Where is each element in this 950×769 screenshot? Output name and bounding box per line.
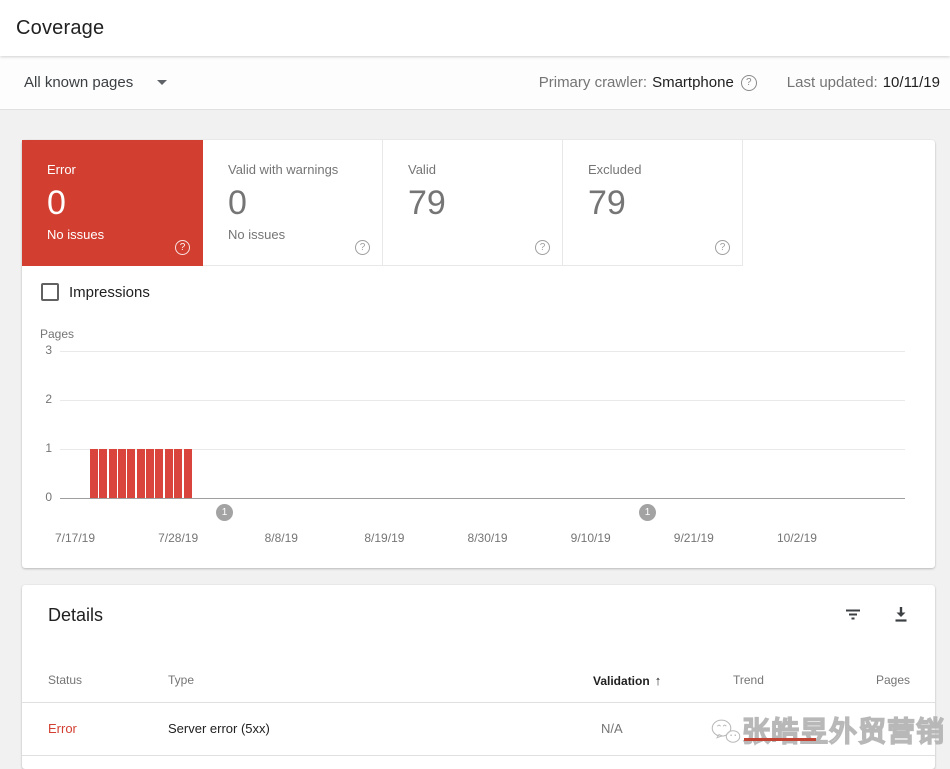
chart-bar: [118, 449, 127, 498]
impressions-toggle[interactable]: Impressions: [41, 283, 150, 301]
summary-tile-valid[interactable]: Valid 79?: [383, 140, 563, 266]
primary-crawler-label: Primary crawler:: [538, 74, 648, 91]
column-header-label: Type: [168, 673, 195, 687]
y-axis-title: Pages: [40, 327, 75, 341]
y-tick-label: 0: [45, 490, 52, 504]
impressions-label: Impressions: [69, 283, 150, 301]
column-header-status[interactable]: Status: [48, 673, 82, 687]
tile-value: 0: [228, 184, 247, 222]
help-icon[interactable]: ?: [715, 240, 730, 255]
help-icon[interactable]: ?: [740, 74, 757, 91]
annotation-marker[interactable]: 1: [216, 504, 233, 521]
tile-subtext: No issues: [47, 227, 105, 242]
page-header: Coverage: [0, 0, 950, 56]
help-icon[interactable]: ?: [175, 240, 190, 255]
x-tick-label: 8/19/19: [364, 531, 405, 545]
tile-value: 79: [408, 184, 446, 222]
chart-bar: [155, 449, 164, 498]
chart-bar: [127, 449, 136, 498]
table-divider: [22, 755, 935, 756]
download-icon[interactable]: [892, 605, 910, 628]
primary-crawler-value: Smartphone: [652, 74, 734, 91]
tile-subtext: No issues: [228, 227, 286, 242]
x-tick-label: 7/17/19: [54, 531, 96, 545]
gridline-y3: [60, 351, 905, 352]
details-card: Details Status Type Validation ↑ Trend Pages E…: [22, 585, 935, 769]
table-divider: [22, 702, 935, 703]
row-status: Error: [48, 721, 77, 736]
table-row[interactable]: [22, 703, 935, 755]
page-title: Coverage: [16, 16, 105, 39]
chart-bar: [136, 449, 145, 498]
sort-ascending-icon: ↑: [654, 673, 662, 688]
help-icon[interactable]: ?: [355, 240, 370, 255]
coverage-summary-card: Error 0 No issues? Valid with warnings 0 No i…: [22, 140, 935, 568]
chart-bar: [146, 449, 155, 498]
help-icon[interactable]: ?: [535, 240, 550, 255]
gridline-y0: [60, 498, 905, 499]
column-header-trend[interactable]: Trend: [733, 673, 764, 687]
gridline-y1: [60, 449, 905, 450]
chart-bar: [183, 449, 192, 498]
page-scope-dropdown[interactable]: All known pages: [24, 74, 168, 91]
summary-tile-error[interactable]: Error 0 No issues?: [22, 140, 203, 266]
tile-label: Valid: [408, 162, 436, 177]
chart-bar: [164, 449, 173, 498]
last-updated-label: Last updated:: [786, 74, 878, 91]
scope-dropdown-label: All known pages: [24, 74, 134, 91]
x-tick-label: 7/28/19: [158, 531, 199, 545]
summary-tile-valid-with-warnings[interactable]: Valid with warnings 0 No issues?: [203, 140, 383, 266]
chart-bar: [174, 449, 183, 498]
row-type: Server error (5xx): [168, 721, 270, 736]
column-header-label: Trend: [733, 673, 764, 687]
column-header-type[interactable]: Type: [168, 673, 194, 687]
gridline-y2: [60, 400, 905, 401]
x-tick-label: 8/8/19: [264, 531, 298, 545]
column-header-validation[interactable]: Validation ↑: [593, 673, 661, 688]
filter-icon[interactable]: [844, 605, 862, 628]
chart-bar: [90, 449, 98, 498]
x-tick-label: 10/2/19: [776, 531, 817, 545]
tile-label: Error: [47, 162, 76, 177]
y-tick-label: 2: [45, 392, 52, 406]
tile-value: 79: [588, 184, 626, 222]
report-meta: Primary crawler: Smartphone ? Last updat…: [539, 74, 940, 91]
chart-bar: [108, 449, 117, 498]
column-header-label: Validation: [593, 674, 650, 688]
x-tick-label: 8/30/19: [467, 531, 508, 545]
column-header-pages[interactable]: Pages: [842, 673, 910, 687]
y-tick-label: 3: [45, 343, 52, 357]
checkbox-icon[interactable]: [41, 283, 59, 301]
status-tiles-row: Error 0 No issues? Valid with warnings 0 No i…: [22, 140, 743, 266]
tile-label: Valid with warnings: [228, 162, 339, 177]
chart-bar: [99, 449, 108, 498]
y-tick-label: 1: [45, 441, 52, 455]
column-header-label: Status: [48, 673, 83, 687]
details-title: Details: [48, 605, 104, 625]
filter-bar: All known pages Primary crawler: Smartph…: [0, 56, 950, 110]
row-validation: N/A: [601, 721, 623, 736]
pages-time-chart: Pages 3 2 1 0 1 1 7/17/19 7/28/19 8/8/19 8/19/19 8…: [22, 140, 935, 568]
annotation-marker[interactable]: 1: [639, 504, 656, 521]
column-header-label: Pages: [875, 673, 910, 687]
x-tick-label: 9/10/19: [570, 531, 611, 545]
tile-label: Excluded: [588, 162, 642, 177]
x-tick-label: 9/21/19: [673, 531, 714, 545]
last-updated-value: 10/11/19: [882, 74, 940, 91]
summary-tile-excluded[interactable]: Excluded 79?: [563, 140, 743, 266]
tile-value: 0: [47, 184, 66, 222]
chevron-down-icon: [157, 80, 168, 85]
